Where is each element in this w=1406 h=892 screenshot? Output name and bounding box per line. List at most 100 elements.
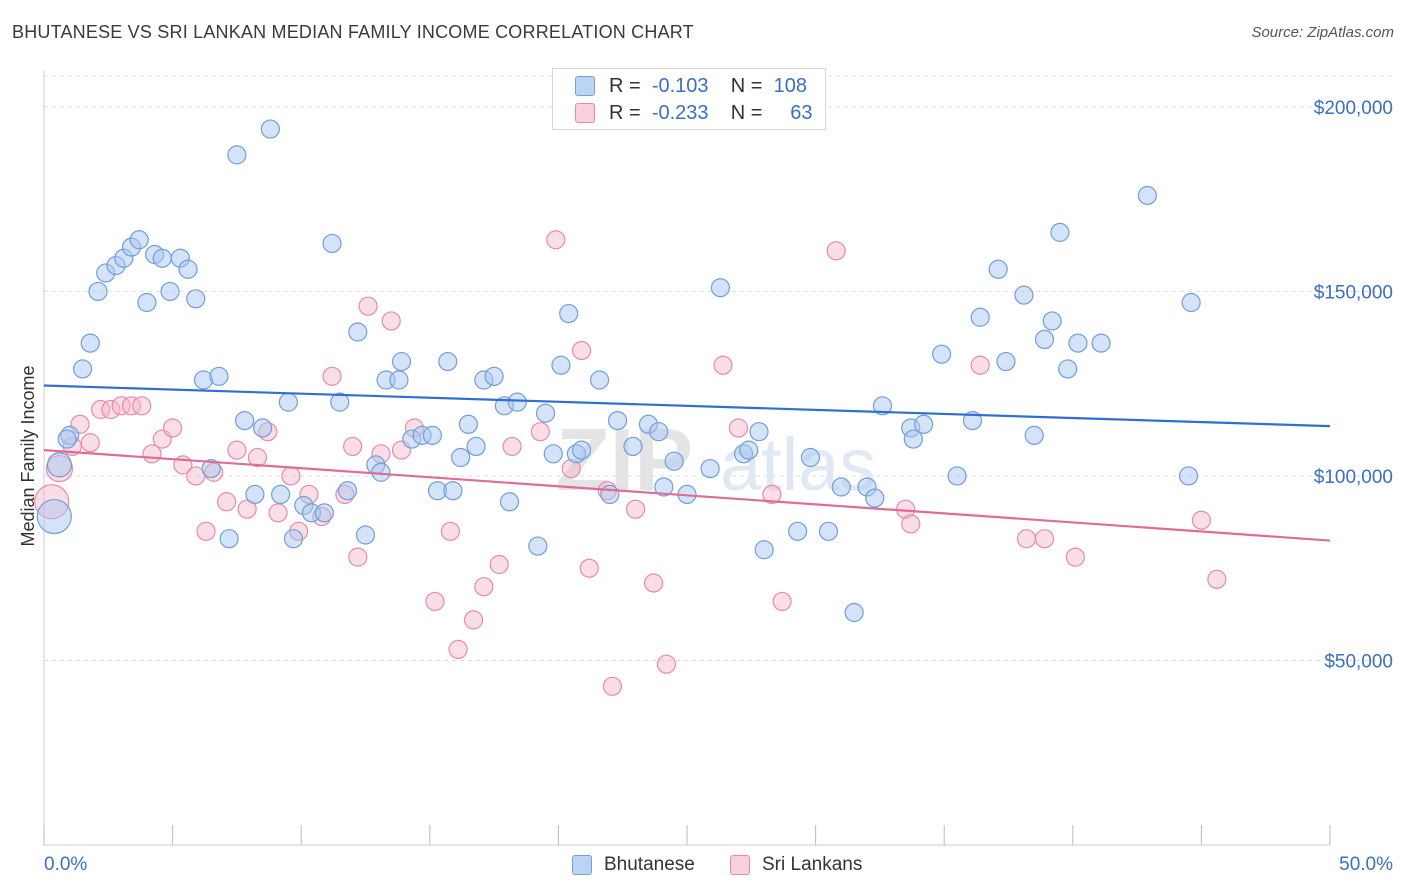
- bhutanese-point: [528, 536, 548, 556]
- sri-lankan-point: [602, 676, 623, 696]
- sri-lankan-point: [1207, 569, 1227, 589]
- source-credit: Source: ZipAtlas.com: [1251, 24, 1394, 41]
- bhutanese-point: [283, 529, 304, 549]
- sri-lankan-point: [546, 230, 566, 250]
- sri-lankan-point: [217, 492, 237, 512]
- bhutanese-point: [739, 440, 759, 460]
- bhutanese-point: [1034, 329, 1055, 350]
- bhutanese-point: [1068, 333, 1088, 353]
- bhutanese-point: [903, 429, 923, 449]
- sri-lankan-point: [348, 547, 368, 567]
- sri-lankan-point: [713, 355, 733, 375]
- bottom-legend-bhutanese: Bhutanese: [572, 852, 695, 878]
- legend-n-value: 108: [773, 74, 807, 97]
- bottom-legend-label: Sri Lankans: [762, 854, 863, 875]
- bhutanese-point: [160, 281, 180, 302]
- bhutanese-point: [186, 289, 206, 309]
- sri-lankan-point: [579, 558, 599, 578]
- bhutanese-point: [700, 458, 720, 479]
- bhutanese-point: [535, 403, 556, 423]
- bhutanese-point: [271, 484, 291, 505]
- sri-lankan-point: [322, 366, 342, 386]
- sri-lankan-point: [90, 399, 111, 420]
- sri-lankan-point: [970, 355, 990, 375]
- bottom-swatch-pink: [730, 855, 750, 875]
- y-tick-labels: $50,000 $100,000 $150,000 $200,000: [1314, 98, 1393, 673]
- bhutanese-point: [46, 452, 73, 478]
- sri-lankan-point: [163, 418, 183, 438]
- y-tick-label: $100,000: [1314, 467, 1393, 488]
- bhutanese-point: [371, 462, 391, 482]
- bhutanese-point: [1058, 359, 1078, 379]
- bhutanese-point: [914, 414, 934, 434]
- trend-lines: [43, 384, 1331, 542]
- bhutanese-point: [337, 481, 358, 501]
- sri-lankan-point: [381, 311, 401, 331]
- sri-lankan-point: [489, 554, 509, 575]
- sri-lankan-point: [281, 466, 301, 486]
- bhutanese-point: [543, 444, 563, 464]
- bhutanese-point: [348, 322, 368, 342]
- sri-lankan-point: [1065, 547, 1085, 567]
- bottom-legend-sri-lankans: Sri Lankans: [730, 852, 862, 878]
- bhutanese-point: [507, 392, 527, 412]
- y-axis-title: Median Family Income: [18, 365, 38, 546]
- legend-r-label: R =: [609, 74, 641, 97]
- sri-lankan-point: [530, 422, 550, 442]
- bhutanese-point: [710, 278, 731, 298]
- bhutanese-point: [1137, 185, 1157, 206]
- bhutanese-point: [1091, 333, 1111, 353]
- sri-lankan-point: [101, 399, 121, 420]
- bhutanese-point: [137, 292, 157, 313]
- bhutanese-point: [219, 529, 239, 549]
- bhutanese-point: [260, 119, 280, 139]
- bhutanese-point: [589, 370, 610, 390]
- x-tick-label-min: 0.0%: [44, 854, 87, 875]
- legend-swatch-pink: [575, 103, 595, 123]
- sri-lankan-point: [474, 577, 494, 597]
- bhutanese-point: [391, 351, 412, 372]
- y-tick-label: $200,000: [1314, 98, 1393, 119]
- bhutanese-point: [1178, 466, 1199, 486]
- bhutanese-point: [600, 484, 620, 505]
- bhutanese-point: [314, 503, 334, 523]
- legend-n-label: N =: [730, 74, 763, 97]
- sri-lankan-point: [425, 591, 445, 612]
- bhutanese-point: [57, 429, 77, 449]
- bhutanese-point: [209, 366, 229, 386]
- y-tick-label: $50,000: [1324, 651, 1393, 672]
- bhutanese-point: [962, 410, 983, 431]
- bhutanese-point: [499, 492, 520, 512]
- bhutanese-point: [422, 425, 442, 445]
- bhutanese-point: [787, 521, 808, 541]
- bhutanese-point: [1014, 285, 1034, 305]
- bhutanese-point: [831, 477, 851, 497]
- svg-text:atlas: atlas: [720, 423, 876, 506]
- bhutanese-point: [649, 422, 669, 442]
- bhutanese-point: [80, 333, 100, 353]
- bhutanese-point: [818, 521, 839, 541]
- sri-lankan-point: [440, 521, 460, 541]
- bhutanese-point: [947, 466, 967, 486]
- bhutanese-point: [438, 351, 458, 372]
- sri-lankan-point: [762, 484, 782, 505]
- bhutanese-point: [72, 359, 93, 379]
- chart-title: BHUTANESE VS SRI LANKAN MEDIAN FAMILY IN…: [12, 22, 694, 42]
- sri-lankan-point: [268, 503, 288, 523]
- y-tick-label: $150,000: [1314, 282, 1393, 303]
- bhutanese-point: [443, 481, 463, 501]
- bhutanese-point: [458, 414, 478, 434]
- bhutanese-point: [571, 440, 592, 460]
- bhutanese-point: [996, 351, 1016, 372]
- bhutanese-point: [322, 233, 342, 254]
- bhutanese-point: [451, 447, 471, 468]
- bhutanese-point: [1181, 292, 1201, 313]
- bhutanese-point: [129, 230, 149, 250]
- legend-r-label: R =: [609, 101, 641, 124]
- sri-lankan-point: [901, 514, 921, 534]
- sri-lankan-point: [343, 436, 363, 457]
- sri-lankan-point: [121, 396, 142, 416]
- sri-lankan-point: [448, 639, 468, 660]
- sri-lankan-point: [358, 296, 378, 316]
- sri-lankan-point: [196, 521, 216, 541]
